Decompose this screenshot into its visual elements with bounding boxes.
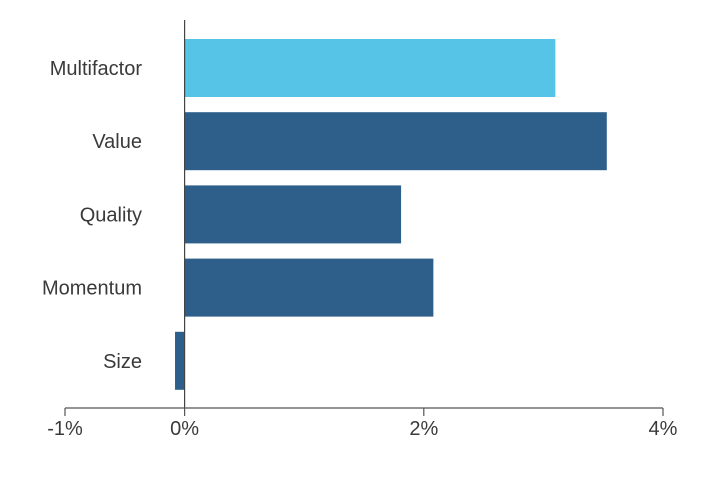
bar-momentum <box>184 258 434 317</box>
category-label-value: Value <box>92 131 142 153</box>
x-tick-label-4pct: 4% <box>649 418 678 440</box>
category-label-momentum: Momentum <box>42 278 142 300</box>
bar-value <box>184 112 607 171</box>
category-label-multifactor: Multifactor <box>50 58 143 80</box>
bar-multifactor <box>184 39 556 97</box>
x-axis-ticks-group: -1% 0% 2% 4% <box>47 408 678 440</box>
bars-group <box>175 39 607 390</box>
x-tick-label-neg1pct: -1% <box>47 418 83 440</box>
category-label-quality: Quality <box>80 204 142 226</box>
x-tick-label-2pct: 2% <box>409 418 438 440</box>
bar-quality <box>184 185 402 244</box>
bar-size <box>175 331 185 390</box>
x-tick-label-0pct: 0% <box>170 418 199 440</box>
category-labels-group: Multifactor Value Quality Momentum Size <box>42 58 142 373</box>
category-label-size: Size <box>103 351 142 373</box>
